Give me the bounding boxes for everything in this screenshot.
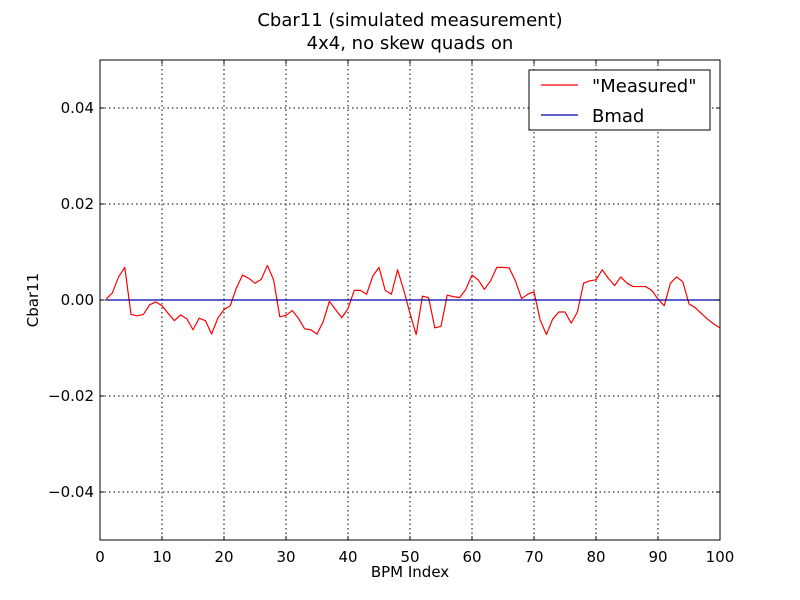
chart-subtitle: 4x4, no skew quads on [307,33,514,54]
y-axis-label: Cbar11 [24,273,42,327]
x-tick-label: 0 [95,548,105,566]
y-tick-label: 0.02 [61,195,94,213]
x-tick-label: 20 [214,548,233,566]
x-tick-label: 70 [524,548,543,566]
legend: "Measured" Bmad [528,69,711,131]
legend-label-bmad: Bmad [592,106,644,127]
y-tick-labels: −0.04 −0.02 0.00 0.02 0.04 [48,99,94,501]
x-tick-label: 40 [338,548,357,566]
x-tick-label: 80 [586,548,605,566]
x-tick-label: 30 [276,548,295,566]
y-tick-label: 0.00 [61,291,94,309]
y-tick-label: −0.02 [48,387,94,405]
x-tick-labels: 0 10 20 30 40 50 60 70 80 90 100 [95,548,734,566]
series-layer [105,264,721,336]
chart-title: Cbar11 (simulated measurement) [257,10,562,31]
x-tick-label: 90 [648,548,667,566]
series-measured-line [105,264,721,336]
x-tick-label: 100 [706,548,735,566]
x-tick-label: 10 [152,548,171,566]
axis-ticks [99,60,721,540]
x-tick-label: 60 [462,548,481,566]
y-tick-label: 0.04 [61,99,94,117]
y-tick-label: −0.04 [48,483,94,501]
legend-label-measured: "Measured" [592,76,696,97]
x-axis-label: BPM Index [371,563,449,581]
legend-box [528,69,711,131]
x-tick-label: 50 [400,548,419,566]
